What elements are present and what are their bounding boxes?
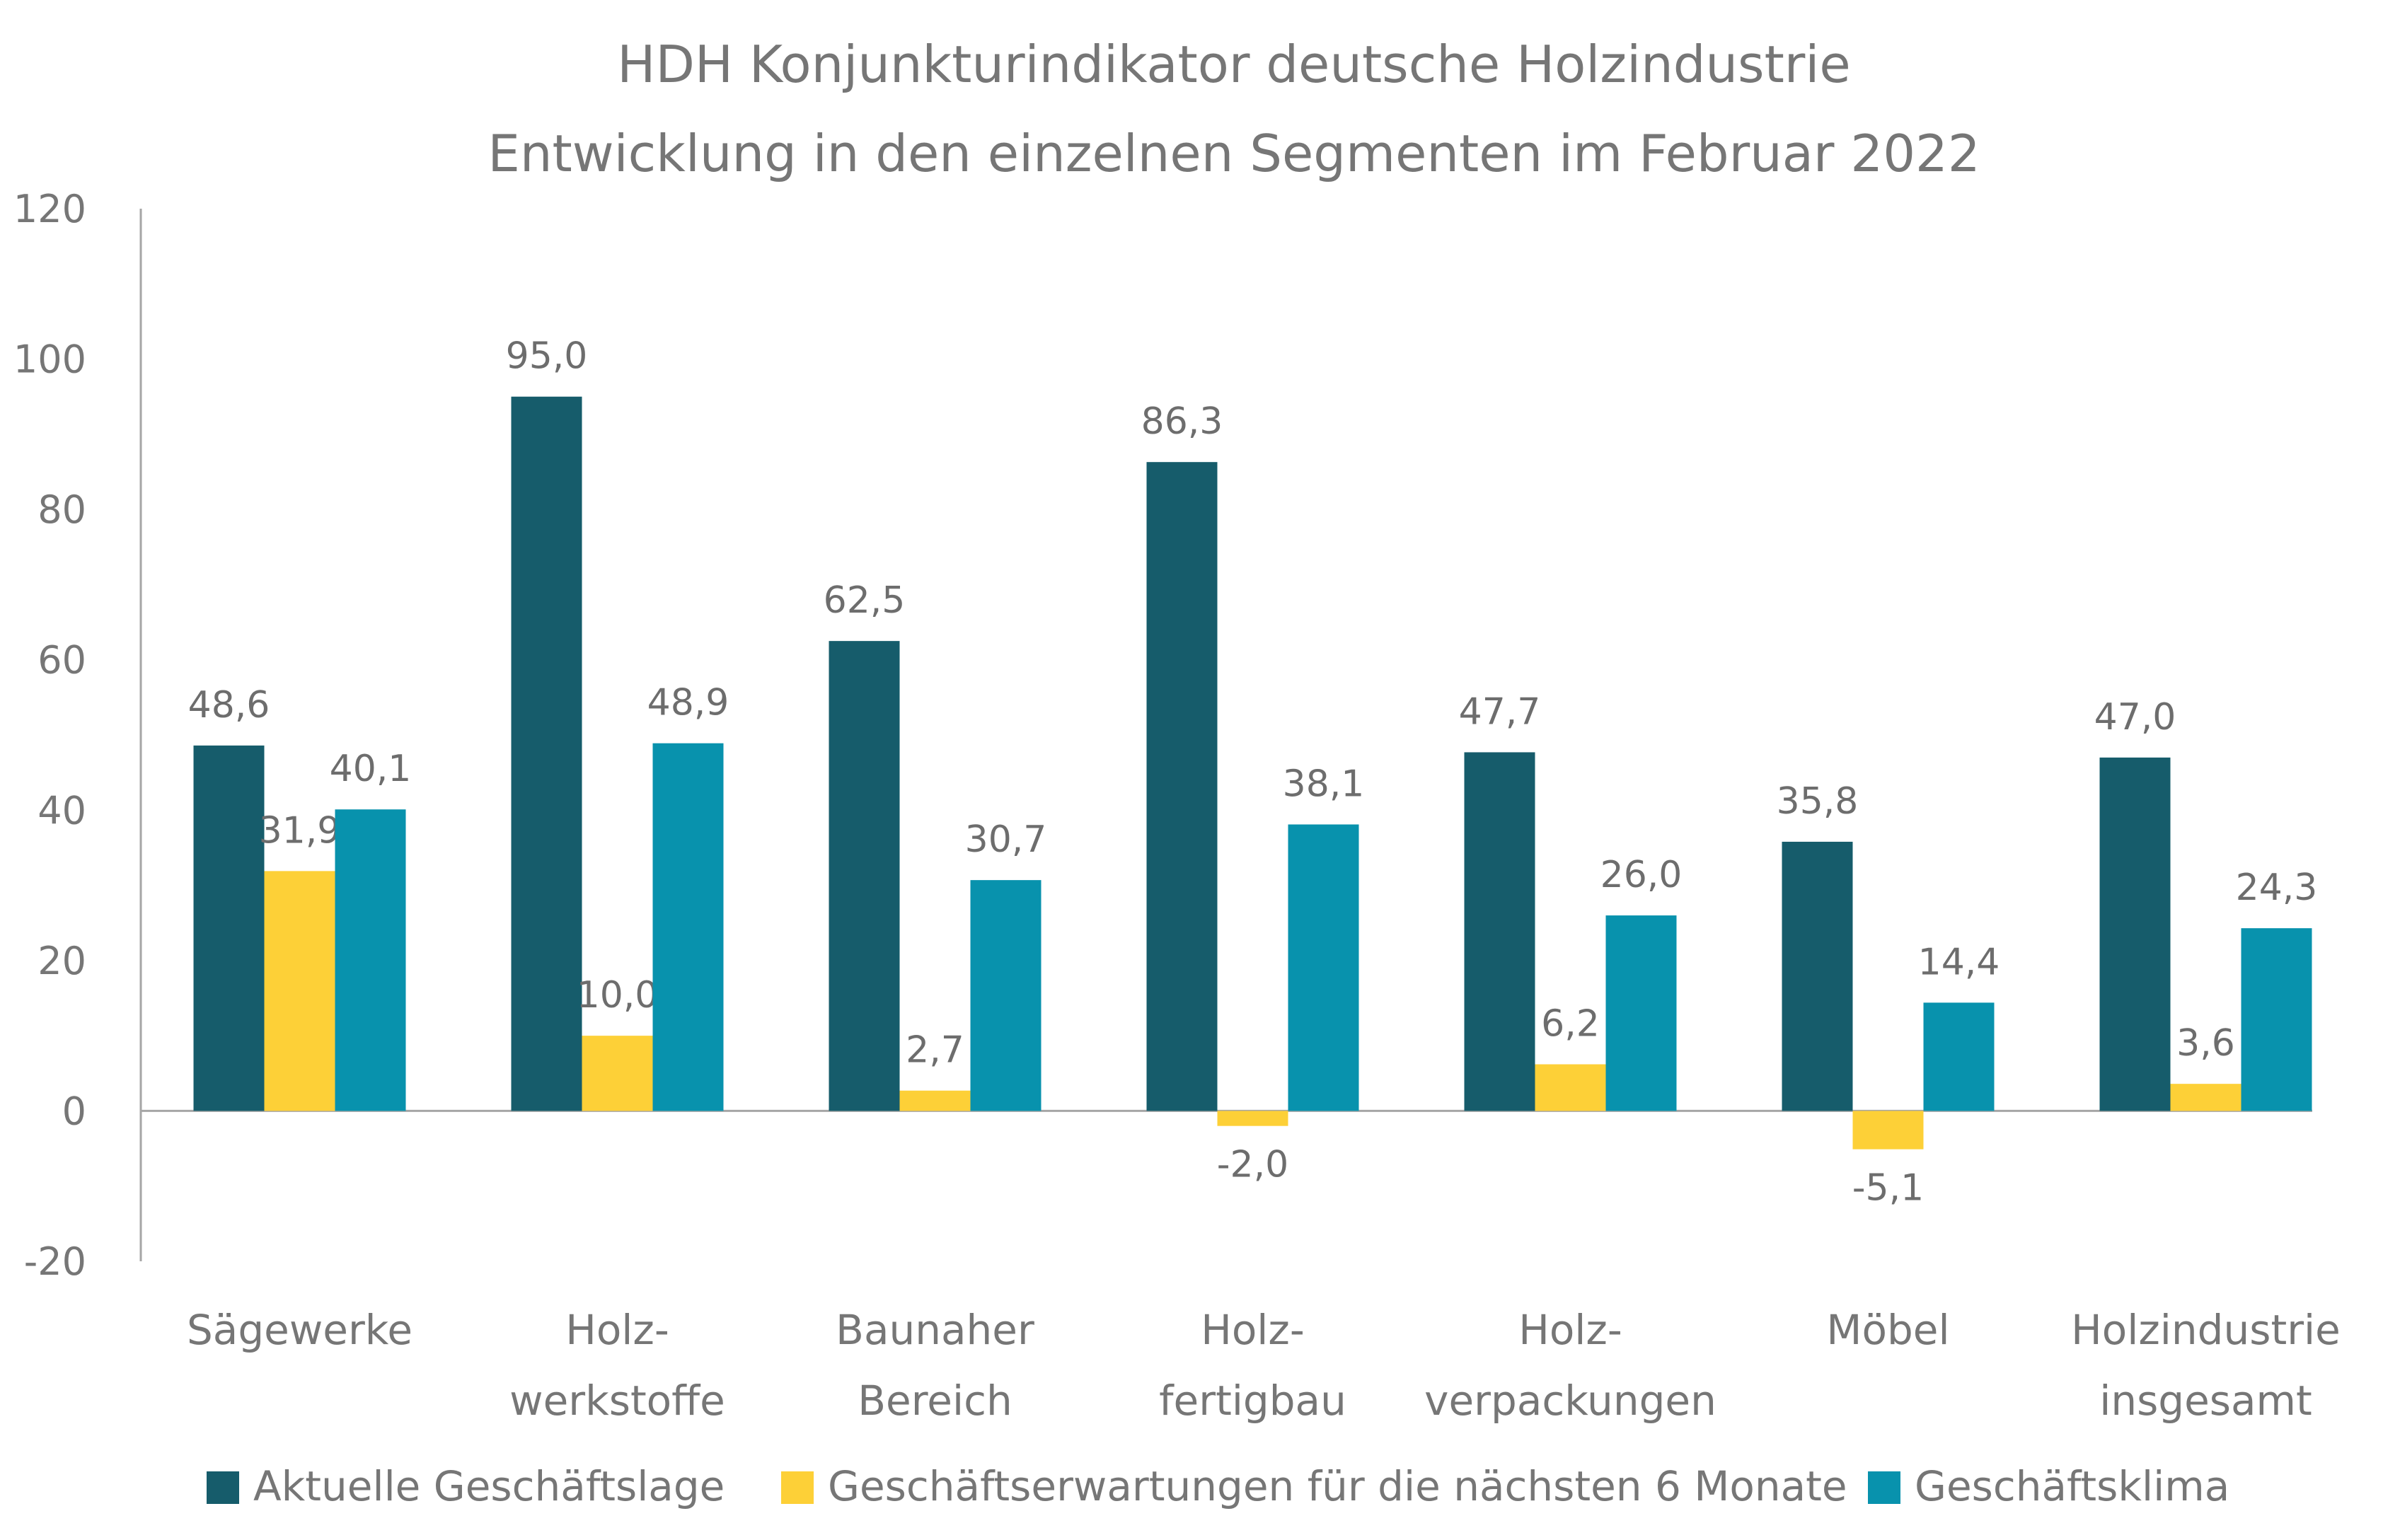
category-label: Baunaher (836, 1306, 1034, 1354)
chart-subtitle: Entwicklung in den einzelnen Segmenten i… (487, 124, 1980, 183)
category-label: fertigbau (1159, 1377, 1346, 1425)
bar (1288, 824, 1359, 1111)
bar (1605, 915, 1677, 1111)
data-label: 38,1 (1283, 763, 1365, 805)
data-label: 47,0 (2094, 696, 2176, 739)
data-label: 6,2 (1541, 1003, 1600, 1046)
category-label: Holz- (1201, 1306, 1305, 1354)
bar (970, 880, 1042, 1111)
data-label: 47,7 (1459, 690, 1541, 733)
y-tick-label: 80 (37, 487, 86, 532)
bar (2170, 1084, 2241, 1111)
y-tick-label: 120 (13, 187, 86, 231)
bar (1146, 462, 1218, 1111)
bar (1535, 1064, 1606, 1111)
category-label: Sägewerke (187, 1306, 412, 1354)
bar (1464, 752, 1535, 1111)
data-label: 40,1 (330, 748, 412, 790)
category-label: Holz- (1518, 1306, 1622, 1354)
x-axis: Sägewerke Holz-werkstoffe Baunaher Bereich H… (187, 1306, 2341, 1425)
bar (1923, 1002, 1995, 1111)
bar (1852, 1111, 1924, 1150)
legend-swatch (781, 1471, 814, 1504)
data-label: 48,6 (188, 684, 270, 726)
bar (2099, 757, 2171, 1111)
data-label: 24,3 (2236, 867, 2318, 909)
category-label: insgesamt (2099, 1377, 2312, 1425)
legend-label: Geschäftserwartungen für die nächsten 6 … (828, 1462, 1847, 1510)
bar (1782, 841, 1853, 1111)
category-label: werkstoffe (509, 1377, 725, 1425)
category-label: Bereich (858, 1377, 1012, 1425)
y-tick-label: 0 (62, 1089, 86, 1133)
bar (829, 641, 900, 1111)
chart-title: HDH Konjunkturindikator deutsche Holzind… (617, 35, 1850, 94)
bar (264, 871, 335, 1111)
data-label: -2,0 (1217, 1144, 1288, 1186)
data-label: 3,6 (2176, 1022, 2235, 1065)
bar (335, 809, 406, 1111)
y-tick-label: -20 (24, 1239, 86, 1284)
data-label: 2,7 (906, 1029, 964, 1072)
data-label: 35,8 (1777, 780, 1859, 823)
bar (652, 743, 724, 1111)
bar (582, 1036, 653, 1111)
data-label: 30,7 (965, 818, 1047, 861)
y-axis: 120 100 80 60 40 20 0 -20 (13, 187, 2312, 1284)
bars: 48,6 31,9 40,1 95,0 10,0 48,9 62,5 2,7 30,7 86,3 -… (188, 335, 2318, 1210)
category-label: verpackungen (1424, 1377, 1716, 1425)
bar (511, 396, 582, 1111)
data-label: 31,9 (259, 809, 341, 852)
y-tick-label: 40 (37, 788, 86, 833)
category-label: Möbel (1826, 1306, 1949, 1354)
data-label: 86,3 (1141, 400, 1223, 443)
data-label: 14,4 (1918, 941, 2000, 983)
data-label: -5,1 (1852, 1167, 1924, 1210)
legend-label: Aktuelle Geschäftslage (253, 1462, 725, 1510)
y-tick-label: 20 (37, 939, 86, 983)
legend-swatch (1868, 1471, 1900, 1504)
data-label: 10,0 (577, 974, 659, 1017)
bar (1217, 1111, 1288, 1126)
bar (193, 745, 265, 1111)
y-tick-label: 60 (37, 638, 86, 683)
category-label: Holz- (565, 1306, 669, 1354)
category-label: Holzindustrie (2071, 1306, 2341, 1354)
y-tick-label: 100 (13, 337, 86, 382)
legend-swatch (207, 1471, 239, 1504)
bar (899, 1090, 971, 1111)
data-label: 62,5 (824, 579, 906, 622)
legend: Aktuelle Geschäftslage Geschäftserwartung… (207, 1462, 2229, 1510)
data-label: 48,9 (647, 682, 729, 724)
data-label: 95,0 (506, 335, 588, 378)
data-label: 26,0 (1600, 854, 1683, 896)
bar (2241, 928, 2312, 1111)
legend-label: Geschäftsklima (1915, 1462, 2229, 1510)
